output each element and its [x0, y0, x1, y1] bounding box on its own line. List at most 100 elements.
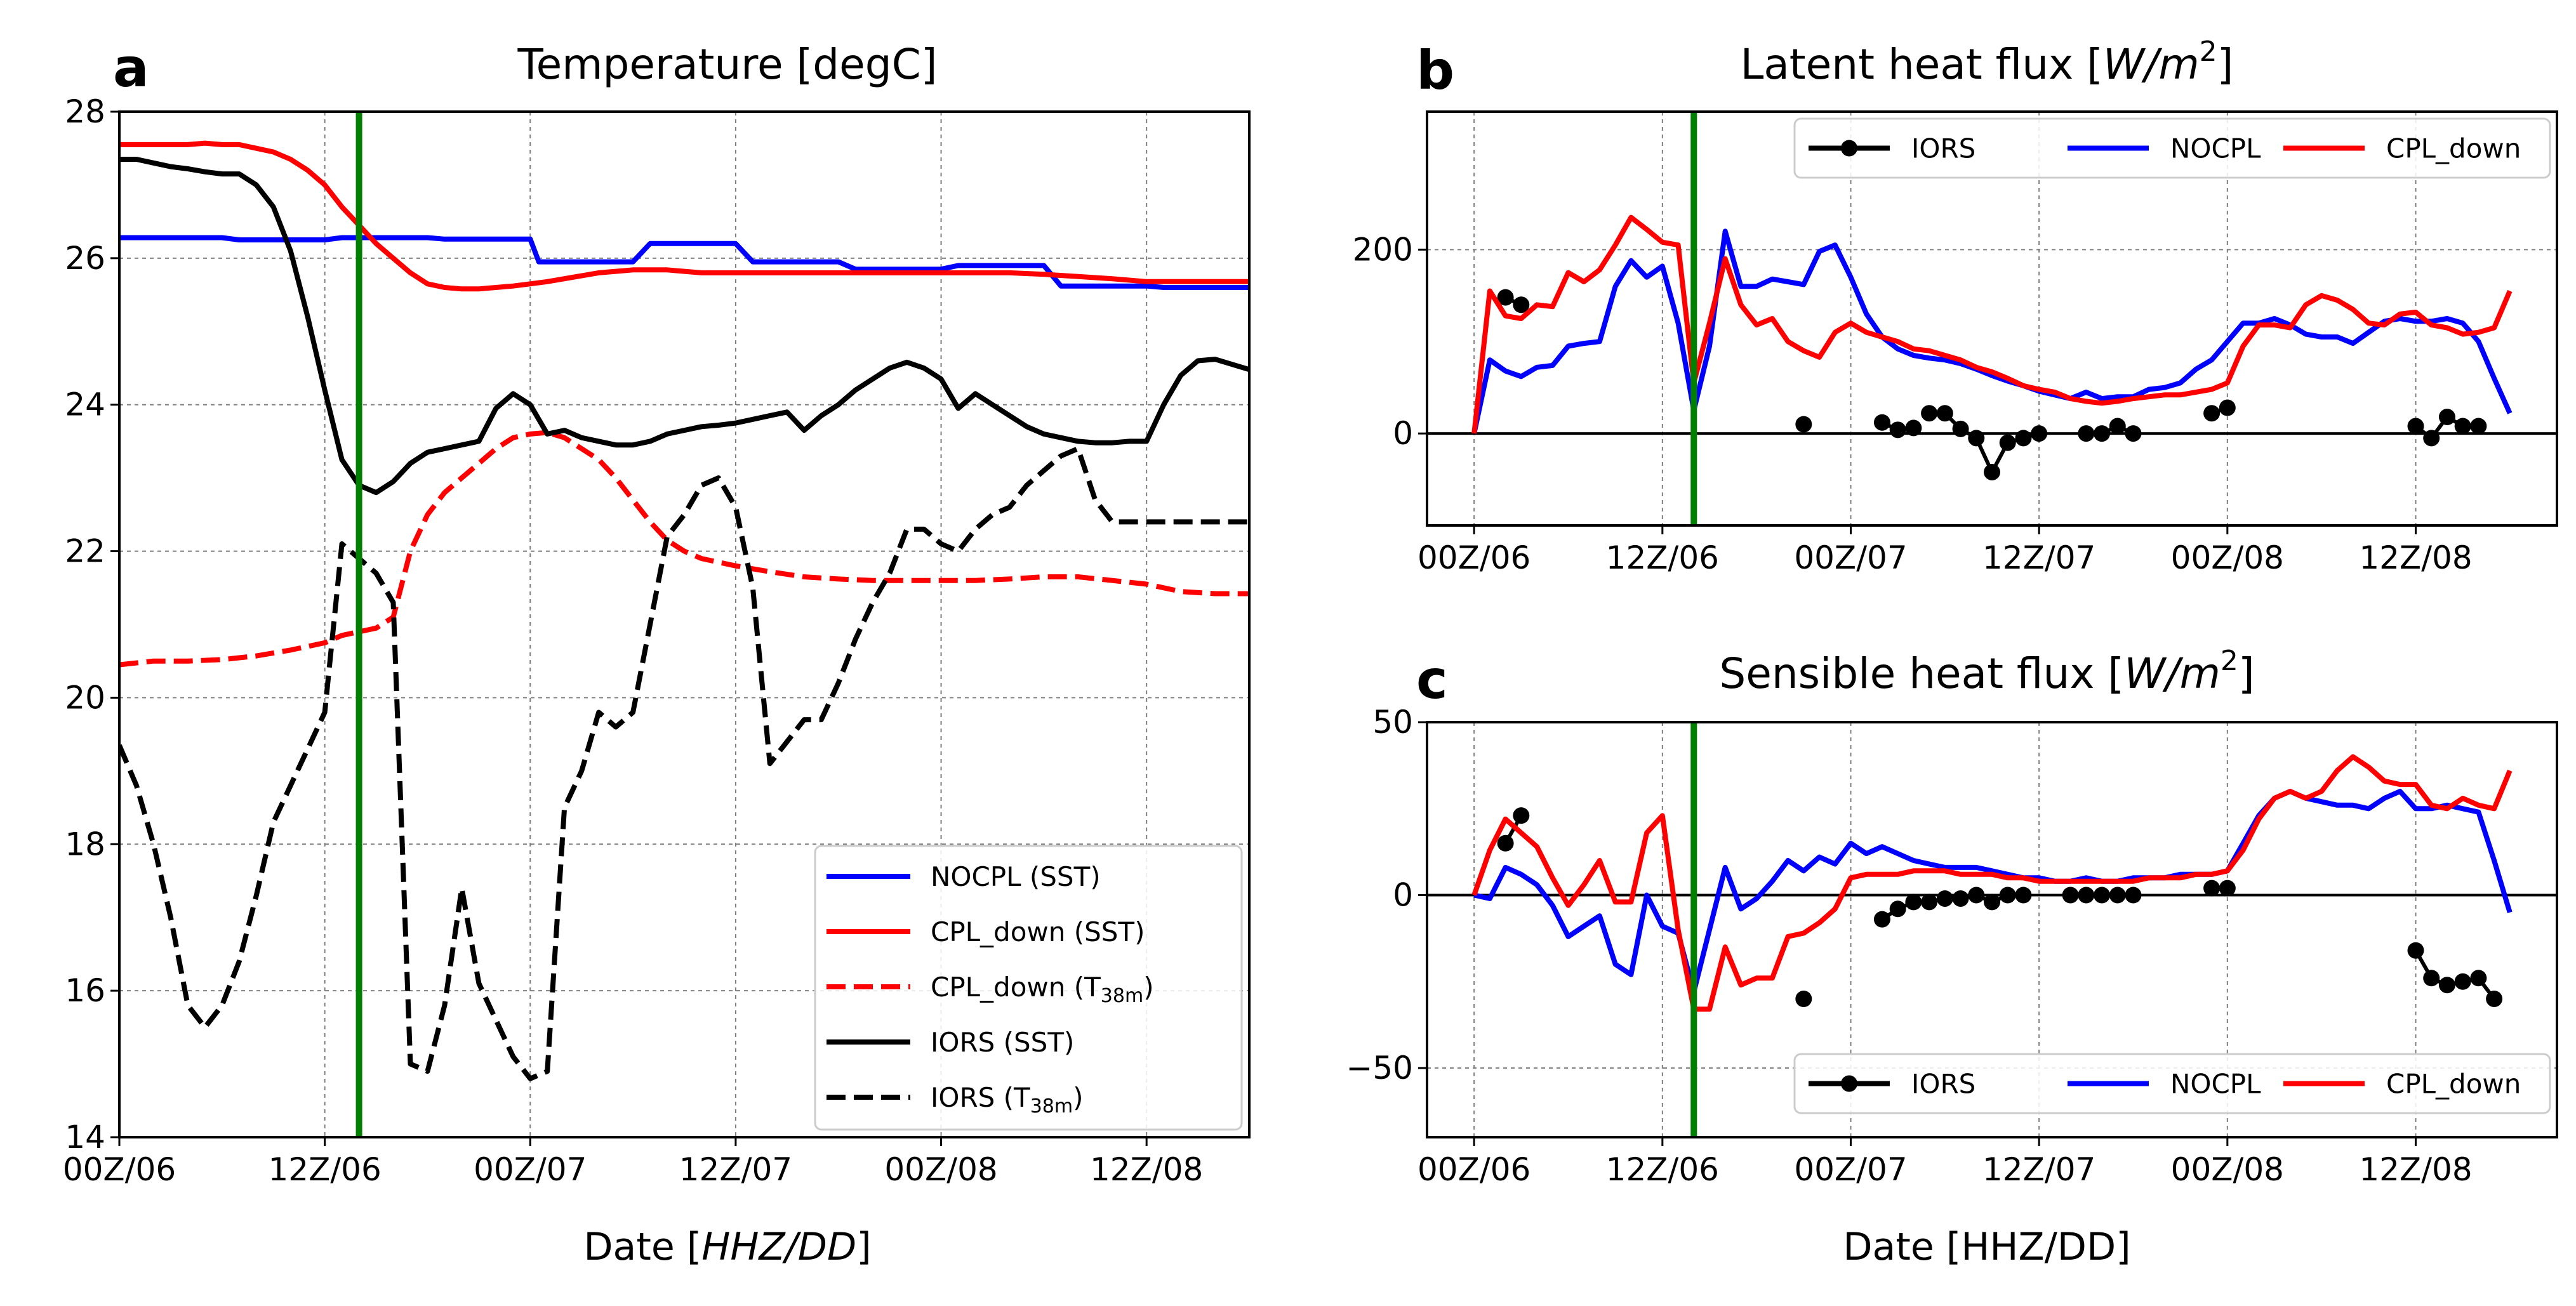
panel-b-series-iors-point: [2470, 418, 2487, 435]
panel-b-title: Latent heat flux [W/m2]: [1741, 36, 2234, 89]
panel-c-legend-marker: [1841, 1075, 1857, 1092]
panel-b-series-group: [1427, 112, 2557, 525]
panel-c-y-tick-label: −50: [1346, 1050, 1413, 1086]
panel-a-x-tick-label: 12Z/06: [268, 1151, 381, 1188]
panel-a-series-iors-sst-line: [119, 157, 1249, 496]
panel-b-series-iors-point: [2219, 399, 2236, 416]
panel-a-y-tick-label: 20: [65, 679, 105, 716]
panel-c-series-iors-point: [2125, 887, 2142, 904]
panel-b-series-iors-point: [1905, 419, 1922, 437]
panel-b-series-iors-point: [1968, 430, 1985, 447]
panel-c-x-tick-label: 00Z/08: [2171, 1151, 2284, 1188]
panel-b-x-tick-label: 00Z/08: [2171, 539, 2284, 576]
panel-c-series-iors-point: [1795, 991, 1812, 1007]
panel-b-legend-label: IORS: [1911, 133, 1975, 164]
panel-b-series-iors-point: [1795, 416, 1812, 433]
panel-c-series-iors-point: [1936, 890, 1953, 907]
panel-b-y-tick-label: 200: [1353, 231, 1413, 268]
panel-a-plot-area: 00Z/06 12Z/06 00Z/07 12Z/07 00Z/08 12Z/08 14 16…: [63, 93, 1251, 1188]
panel-a-legend-label: NOCPL (SST): [931, 861, 1101, 892]
panel-b-series-iors-point: [1513, 296, 1530, 313]
panel-a-legend: NOCPL (SST) CPL_down (SST) CPL_down (T38m)…: [814, 845, 1243, 1131]
panel-a-y-tick-label: 24: [65, 386, 105, 423]
panel-b-legend: IORS NOCPL CPL_down: [1793, 117, 2551, 179]
panel-b-series-iors-point: [2125, 425, 2142, 442]
panel-a-legend-label: IORS (SST): [931, 1027, 1074, 1058]
panel-a-y-tick-label: 14: [65, 1119, 105, 1156]
panel-c-series-iors-point: [2062, 887, 2079, 904]
panel-c-series-iors-point: [1497, 834, 1514, 852]
panel-c-axes-frame: [1426, 721, 2558, 1138]
panel-c-x-tick-label: 12Z/06: [1606, 1151, 1719, 1188]
panel-c-series-iors-point: [1889, 900, 1906, 918]
panel-b-series-iors-point: [2078, 425, 2095, 442]
panel-a-letter: a: [113, 37, 149, 99]
panel-a-y-tick-label: 28: [65, 93, 105, 130]
panel-b-series-iors-point: [1873, 414, 1890, 431]
panel-c-x-tick-label: 00Z/07: [1794, 1151, 1907, 1188]
panel-a-series-nocpl-sst-line: [119, 235, 1249, 290]
panel-c-series-iors-point: [2438, 977, 2455, 994]
panel-a-y-tick-label: 18: [65, 826, 105, 862]
panel-c-series-iors-point: [2407, 942, 2424, 959]
panel-c-legend-label: CPL_down: [2386, 1069, 2521, 1100]
panel-c-x-tick-label: 12Z/07: [1982, 1151, 2095, 1188]
panel-c-series-iors-point: [2094, 887, 2111, 904]
panel-c-sensible-heat-flux-chart: c Sensible heat flux [W/m2] Date [HHZ/DD…: [1346, 645, 2558, 1269]
panel-c-series-iors-point: [2219, 880, 2236, 897]
panel-c-x-tick-label: 12Z/08: [2359, 1151, 2472, 1188]
panel-b-series-iors-point: [2109, 418, 2126, 435]
panel-c-legend: IORS NOCPL CPL_down: [1793, 1053, 2551, 1114]
panel-c-series-iors-point: [2486, 991, 2503, 1007]
panel-c-series-iors-point: [1952, 890, 1969, 907]
panel-c-series-iors-point: [2203, 880, 2221, 897]
panel-b-series-iors-point: [1889, 421, 1906, 439]
panel-b-x-tick-label: 12Z/07: [1982, 539, 2095, 576]
panel-c-series-group: [1427, 722, 2557, 1137]
panel-b-x-tick-label: 00Z/07: [1794, 539, 1907, 576]
panel-c-series-iors-point: [2015, 887, 2032, 904]
panel-c-legend-box: [1793, 1053, 2551, 1114]
panel-b-series-iors: [1497, 289, 2487, 480]
panel-b-x-tick-label: 12Z/08: [2359, 539, 2472, 576]
panel-c-series-iors-point: [2423, 970, 2440, 987]
panel-c-series-iors-point: [2078, 887, 2095, 904]
panel-b-series-iors-point: [2454, 418, 2471, 435]
panel-b-legend-marker: [1841, 140, 1857, 157]
panel-c-x-axis-label: Date [HHZ/DD]: [1843, 1225, 2130, 1269]
panel-c-plot-area: 00Z/06 12Z/06 00Z/07 12Z/07 00Z/08 12Z/08 −50 0…: [1346, 704, 2558, 1188]
panel-c-x-tick-label: 00Z/06: [1417, 1151, 1530, 1188]
panel-b-letter: b: [1416, 39, 1454, 102]
panel-b-series-iors-point: [2423, 430, 2440, 447]
panel-c-y-tick-label: 0: [1393, 877, 1413, 914]
panel-a-legend-label: IORS (T38m): [931, 1082, 1083, 1118]
panel-a-x-tick-label: 00Z/06: [63, 1151, 176, 1188]
panel-b-x-tick-label: 12Z/06: [1606, 539, 1719, 576]
panel-a-x-tick-label: 00Z/07: [474, 1151, 587, 1188]
panel-b-series-iors-point: [1999, 434, 2016, 451]
panel-c-series-cpl-down-line: [1471, 754, 2513, 1012]
panel-c-series-iors: [1497, 807, 2503, 1007]
panel-b-series-iors-point: [2203, 405, 2221, 422]
panel-a-legend-box: [814, 845, 1243, 1131]
panel-b-series-iors-point: [2438, 409, 2455, 426]
panel-b-latent-heat-flux-chart: b Latent heat flux [W/m2] 00Z/06 12Z/06 00…: [1353, 36, 2558, 576]
panel-a-series-group: [119, 112, 1249, 1137]
panel-c-legend-label: IORS: [1911, 1069, 1975, 1100]
panel-b-series-iors-point: [1952, 420, 1969, 437]
panel-c-series-iors-point: [1905, 894, 1922, 911]
panel-b-series-iors-point: [2031, 425, 2048, 442]
panel-a-temperature-chart: a Temperature [degC] Date [HHZ/DD] 00Z/0…: [63, 37, 1251, 1269]
panel-a-series-cpl-down-sst-line: [119, 140, 1249, 292]
panel-a-y-tick-label: 16: [65, 972, 105, 1009]
panel-c-series-iors-point: [2109, 887, 2126, 904]
panel-b-plot-area: 00Z/06 12Z/06 00Z/07 12Z/07 00Z/08 12Z/08 0 200…: [1353, 110, 2558, 576]
panel-b-series-iors-point: [1984, 463, 2000, 480]
panel-b-series-iors-point: [2407, 418, 2424, 435]
panel-b-axes-frame: [1426, 110, 2558, 527]
panel-b-legend-label: CPL_down: [2386, 133, 2521, 164]
panel-a-x-tick-label: 12Z/07: [679, 1151, 792, 1188]
panel-c-series-iors-point: [2470, 970, 2487, 987]
panel-b-legend-box: [1793, 117, 2551, 179]
